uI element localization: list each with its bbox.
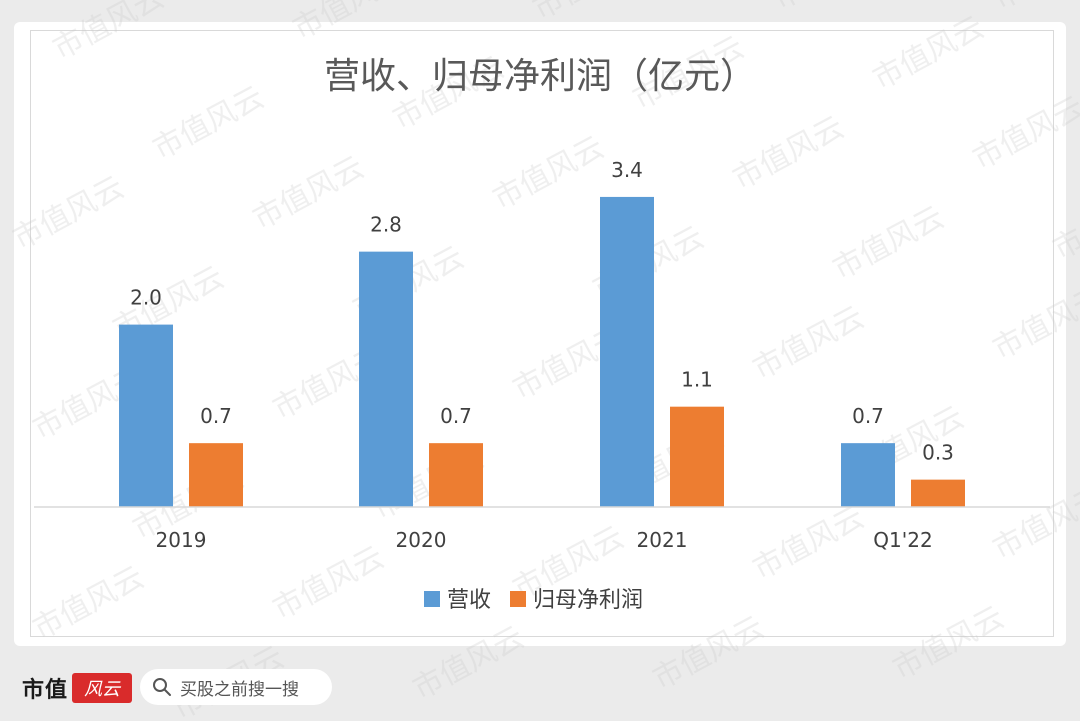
bar-revenue-2: [600, 196, 654, 508]
bar-net-profit-3: [911, 479, 965, 507]
search-icon: [152, 677, 172, 697]
data-label-net-profit-1: 0.7: [440, 404, 472, 428]
data-label-revenue-2: 3.4: [611, 158, 643, 182]
watermark-text: 市值风云: [47, 0, 169, 67]
chart-frame: [30, 30, 1054, 637]
watermark-text: 市值风云: [987, 280, 1080, 367]
data-label-revenue-0: 2.0: [130, 286, 162, 310]
x-tick-label-2: 2021: [637, 528, 688, 552]
legend-swatch-revenue: [424, 591, 440, 607]
data-label-net-profit-0: 0.7: [200, 404, 232, 428]
data-label-revenue-1: 2.8: [370, 213, 402, 237]
bar-revenue-3: [841, 443, 895, 507]
watermark-text: 市值风云: [27, 560, 149, 647]
watermark-text: 市值风云: [727, 110, 849, 197]
watermark-text: 市值风云: [7, 170, 129, 257]
watermark-text: 市值风云: [267, 540, 389, 627]
brand-name: 市值: [22, 677, 69, 703]
x-axis-ticks: 2019 2020 2021 Q1'22: [156, 528, 933, 552]
legend-label-net-profit: 归母净利润: [533, 588, 643, 613]
watermark-text: 市值风云: [1047, 180, 1080, 267]
brand-logo: 风云: [72, 673, 133, 703]
legend-swatch-net-profit: [510, 591, 526, 607]
x-tick-label-0: 2019: [156, 528, 207, 552]
watermark-text: 市值风云: [247, 150, 369, 237]
watermark-text: 市值风云: [987, 480, 1080, 567]
watermark-text: 市值风云: [147, 80, 269, 167]
bar-net-profit-0: [189, 443, 243, 507]
watermark-text: 市值风云: [987, 0, 1080, 17]
x-tick-label-1: 2020: [396, 528, 447, 552]
bar-net-profit-1: [429, 443, 483, 507]
watermark-text: 市值风云: [827, 200, 949, 287]
watermark-text: 市值风云: [527, 0, 649, 27]
brand[interactable]: 市值 风云: [22, 671, 133, 705]
watermark-text: 市值风云: [867, 10, 989, 97]
bar-revenue-1: [359, 251, 413, 507]
legend-label-revenue: 营收: [447, 588, 491, 613]
chart-title: 营收、归母净利润（亿元）: [324, 56, 756, 97]
watermark-text: 市值风云: [487, 130, 609, 217]
data-label-revenue-3: 0.7: [852, 404, 884, 428]
data-label-net-profit-3: 0.3: [922, 441, 954, 465]
search-placeholder: 买股之前搜一搜: [180, 679, 299, 700]
watermark-text: 市值风云: [747, 500, 869, 587]
legend: 营收 归母净利润: [424, 588, 643, 613]
watermark-text: 市值风云: [967, 90, 1080, 177]
bar-net-profit-2: [670, 406, 724, 507]
data-label-net-profit-2: 1.1: [681, 368, 713, 392]
search-box[interactable]: 买股之前搜一搜: [140, 669, 332, 705]
footer-bar: 市值 风云 买股之前搜一搜: [0, 655, 1080, 721]
x-tick-label-3: Q1'22: [873, 528, 932, 552]
watermark-text: 市值风云: [287, 0, 409, 47]
bar-revenue-0: [119, 324, 173, 507]
watermark-text: 市值风云: [747, 300, 869, 387]
bars-group: 2.0 2.8 3.4 0.7 0.7 0.7 1.1 0.3: [119, 158, 965, 508]
watermark-text: 市值风云: [767, 0, 889, 17]
